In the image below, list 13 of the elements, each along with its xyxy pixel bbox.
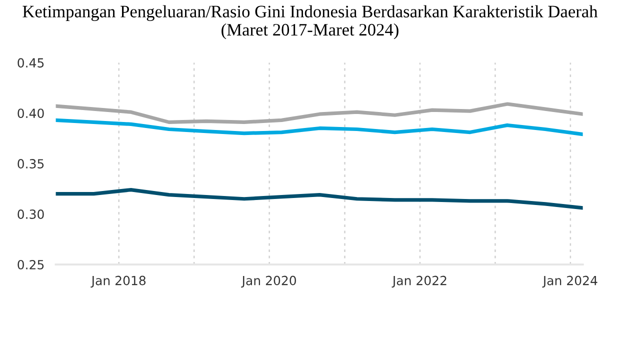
x-tick-label: Jan 2018 [90, 276, 146, 288]
x-tick-label: Jan 2020 [241, 276, 296, 288]
y-tick-label: 0.45 [18, 58, 44, 68]
line-series [56, 118, 583, 136]
line-series [56, 188, 583, 210]
y-tick-label: 0.25 [18, 260, 44, 270]
y-tick-label: 0.35 [18, 159, 44, 168]
line-series [56, 102, 583, 124]
x-tick-label: Jan 2022 [392, 276, 446, 288]
chart-title: Ketimpangan Pengeluaran/Rasio Gini Indonesia Berdasarkan Karakteristik Daerah (Maret 2017-Maret 2024) [22, 5, 598, 40]
x-tick-label: Jan 2024 [542, 276, 598, 288]
y-tick-label: 0.40 [18, 108, 44, 118]
y-tick-label: 0.30 [18, 209, 44, 219]
